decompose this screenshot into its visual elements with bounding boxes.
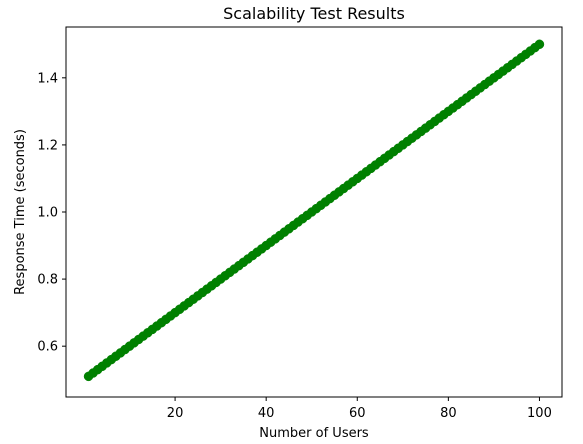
y-tick-label: 1.4: [37, 71, 58, 86]
plot-area: [83, 39, 545, 382]
x-tick-label: 20: [167, 406, 184, 421]
y-tick-label: 1.2: [37, 138, 58, 153]
y-axis: 0.6 0.8 1.0 1.2 1.4: [37, 71, 66, 355]
x-axis: 20 40 60 80 100: [167, 397, 552, 421]
data-point: [534, 39, 545, 50]
x-tick-label: 60: [349, 406, 366, 421]
y-tick-label: 1.0: [37, 206, 58, 221]
y-tick-label: 0.8: [37, 273, 58, 288]
x-axis-label: Number of Users: [259, 426, 369, 441]
y-axis-label: Response Time (seconds): [13, 129, 28, 295]
x-tick-label: 100: [527, 406, 552, 421]
x-tick-label: 40: [258, 406, 275, 421]
chart-title: Scalability Test Results: [223, 4, 405, 23]
x-tick-label: 80: [440, 406, 457, 421]
y-tick-label: 0.6: [37, 340, 58, 355]
